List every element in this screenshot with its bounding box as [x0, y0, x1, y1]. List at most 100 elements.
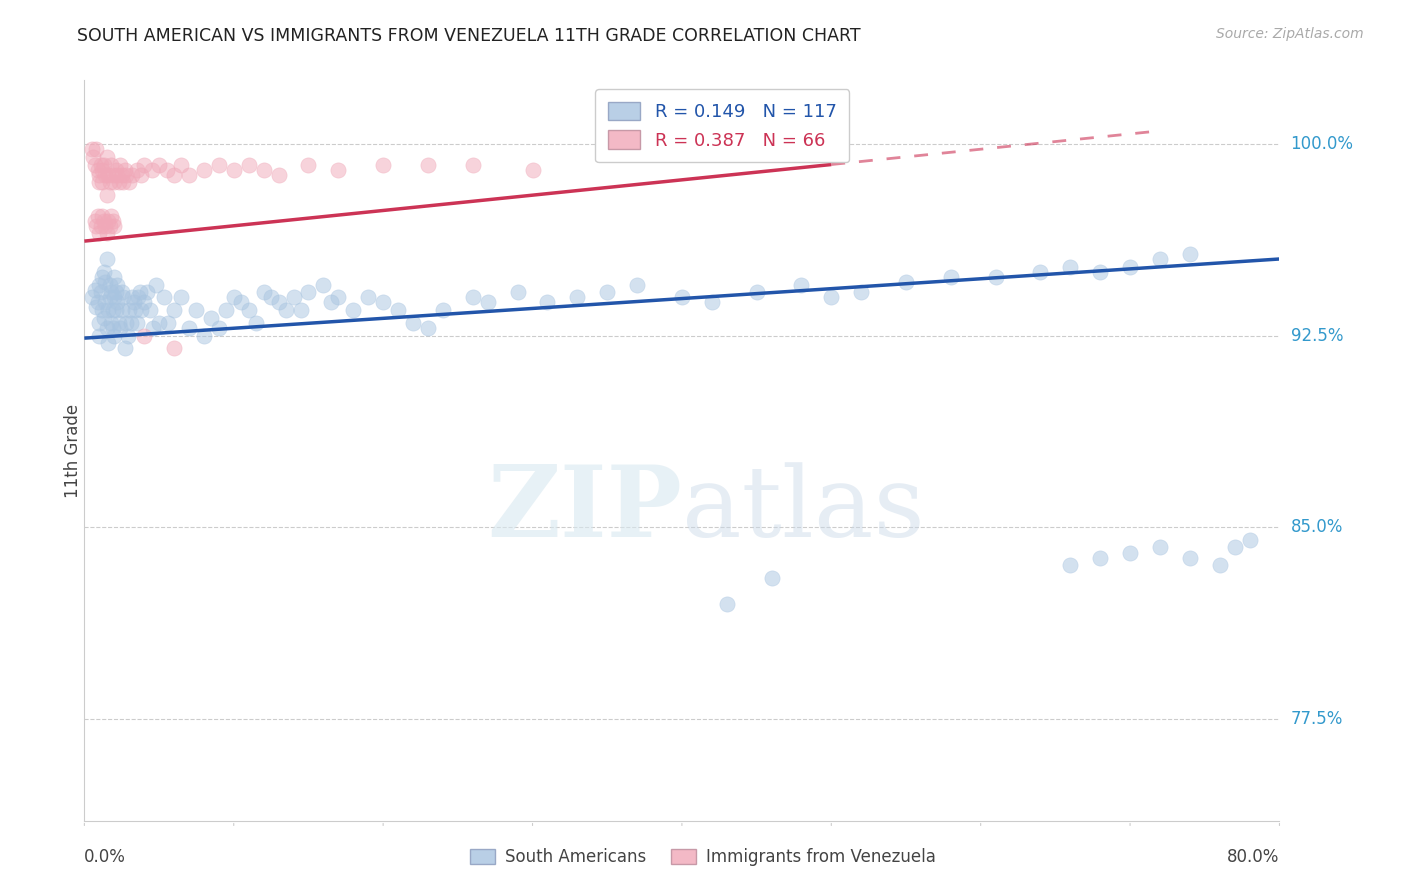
- Point: [1059, 558, 1081, 573]
- Point: [97, 213, 120, 227]
- Point: [122, 295, 145, 310]
- Point: [87, 209, 110, 223]
- Point: [83, 157, 105, 171]
- Point: [148, 157, 170, 171]
- Point: [170, 157, 193, 171]
- Point: [98, 290, 121, 304]
- Point: [87, 162, 110, 177]
- Point: [1090, 265, 1112, 279]
- Point: [125, 316, 148, 330]
- Point: [163, 303, 186, 318]
- Point: [93, 157, 115, 171]
- Text: atlas: atlas: [682, 462, 925, 558]
- Point: [186, 303, 208, 318]
- Point: [90, 219, 112, 233]
- Point: [461, 290, 484, 304]
- Point: [94, 168, 117, 182]
- Point: [82, 150, 104, 164]
- Point: [107, 175, 129, 189]
- Point: [121, 290, 143, 304]
- Point: [506, 285, 529, 300]
- Point: [820, 290, 842, 304]
- Point: [1090, 550, 1112, 565]
- Point: [115, 316, 138, 330]
- Point: [97, 303, 120, 318]
- Point: [745, 285, 768, 300]
- Point: [1059, 260, 1081, 274]
- Point: [461, 157, 484, 171]
- Point: [100, 157, 122, 171]
- Point: [432, 303, 454, 318]
- Point: [121, 168, 143, 182]
- Point: [1119, 545, 1142, 559]
- Point: [177, 321, 200, 335]
- Point: [98, 277, 121, 292]
- Point: [416, 157, 439, 171]
- Point: [104, 285, 127, 300]
- Point: [100, 285, 122, 300]
- Point: [103, 269, 125, 284]
- Point: [260, 290, 283, 304]
- Point: [97, 336, 120, 351]
- Point: [114, 162, 136, 177]
- Point: [96, 252, 118, 266]
- Point: [128, 285, 150, 300]
- Point: [89, 277, 111, 292]
- Point: [790, 277, 813, 292]
- Point: [626, 277, 648, 292]
- Point: [894, 275, 917, 289]
- Point: [132, 328, 156, 343]
- Text: SOUTH AMERICAN VS IMMIGRANTS FROM VENEZUELA 11TH GRADE CORRELATION CHART: SOUTH AMERICAN VS IMMIGRANTS FROM VENEZU…: [77, 27, 860, 45]
- Point: [103, 219, 125, 233]
- Point: [148, 316, 170, 330]
- Point: [87, 295, 110, 310]
- Point: [90, 157, 112, 171]
- Point: [290, 303, 312, 318]
- Point: [91, 175, 114, 189]
- Point: [91, 162, 114, 177]
- Point: [416, 321, 439, 335]
- Point: [157, 316, 180, 330]
- Point: [120, 316, 142, 330]
- Point: [319, 295, 342, 310]
- Point: [851, 285, 873, 300]
- Point: [94, 295, 117, 310]
- Point: [342, 303, 364, 318]
- Point: [373, 157, 395, 171]
- Point: [328, 290, 350, 304]
- Point: [91, 303, 114, 318]
- Point: [98, 219, 121, 233]
- Point: [193, 162, 215, 177]
- Point: [136, 285, 159, 300]
- Point: [222, 290, 245, 304]
- Point: [283, 290, 305, 304]
- Point: [700, 295, 723, 310]
- Point: [89, 227, 111, 241]
- Point: [145, 277, 167, 292]
- Point: [83, 283, 105, 297]
- Point: [103, 328, 125, 343]
- Point: [155, 162, 177, 177]
- Point: [105, 277, 128, 292]
- Point: [1239, 533, 1261, 547]
- Point: [104, 162, 127, 177]
- Point: [522, 162, 544, 177]
- Point: [96, 321, 118, 335]
- Point: [90, 285, 112, 300]
- Point: [93, 265, 115, 279]
- Point: [477, 295, 499, 310]
- Point: [91, 209, 114, 223]
- Point: [101, 213, 124, 227]
- Point: [177, 168, 200, 182]
- Point: [984, 269, 1007, 284]
- Point: [222, 162, 245, 177]
- Point: [1209, 558, 1232, 573]
- Point: [373, 295, 395, 310]
- Text: 0.0%: 0.0%: [84, 848, 127, 866]
- Point: [267, 168, 290, 182]
- Point: [1119, 260, 1142, 274]
- Point: [297, 157, 319, 171]
- Point: [110, 321, 132, 335]
- Point: [238, 303, 260, 318]
- Point: [152, 290, 174, 304]
